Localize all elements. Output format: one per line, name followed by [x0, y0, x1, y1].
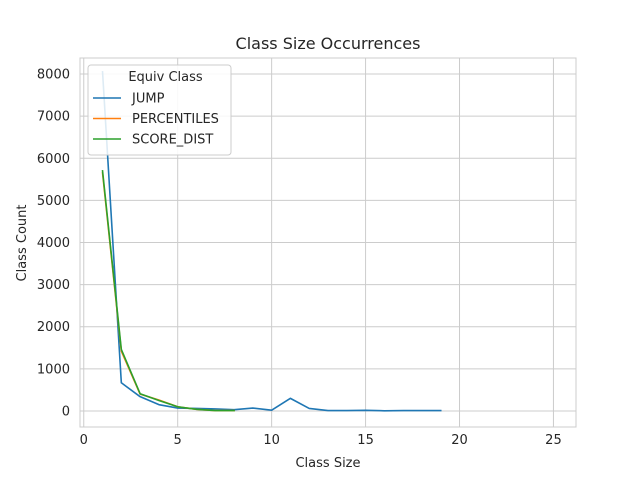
series-line-percentiles	[101, 172, 235, 412]
y-tick-label: 8000	[37, 68, 70, 83]
y-tick-labels: 0 1000 2000 3000 4000 5000 6000 7000 8000	[37, 68, 70, 420]
y-tick-label: 5000	[37, 194, 70, 209]
legend-label: JUMP	[131, 92, 165, 107]
y-tick-label: 2000	[37, 320, 70, 335]
legend-title: Equiv Class	[128, 70, 203, 85]
y-tick-label: 6000	[37, 152, 70, 167]
x-axis-label: Class Size	[295, 456, 360, 471]
x-tick-label: 15	[357, 433, 374, 448]
legend-label: SCORE_DIST	[132, 133, 213, 148]
y-tick-label: 0	[62, 404, 70, 419]
chart-title: Class Size Occurrences	[236, 34, 421, 53]
series-line-score-dist	[101, 170, 235, 412]
x-tick-label: 0	[80, 433, 88, 448]
y-tick-label: 7000	[37, 110, 70, 125]
legend: Equiv Class JUMP PERCENTILES SCORE_DIST	[87, 64, 232, 156]
y-axis-label: Class Count	[15, 205, 30, 282]
y-tick-label: 4000	[37, 236, 70, 251]
series-layer	[101, 71, 442, 412]
y-tick-label: 1000	[37, 362, 70, 377]
legend-box	[87, 64, 232, 156]
x-tick-labels: 0 5 10 15 20 25	[80, 433, 562, 448]
grid-lines	[80, 58, 576, 427]
x-tick-label: 5	[174, 433, 182, 448]
y-tick-label: 3000	[37, 278, 70, 293]
x-tick-label: 10	[263, 433, 280, 448]
x-tick-label: 25	[545, 433, 562, 448]
series-line-jump	[101, 71, 442, 412]
legend-label: PERCENTILES	[132, 112, 219, 127]
x-tick-label: 20	[451, 433, 468, 448]
plot-area-border	[79, 57, 577, 428]
